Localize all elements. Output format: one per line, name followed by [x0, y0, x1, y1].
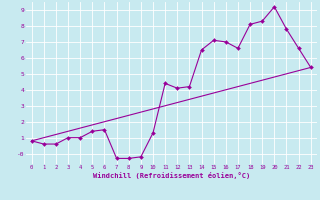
X-axis label: Windchill (Refroidissement éolien,°C): Windchill (Refroidissement éolien,°C) — [92, 172, 250, 179]
